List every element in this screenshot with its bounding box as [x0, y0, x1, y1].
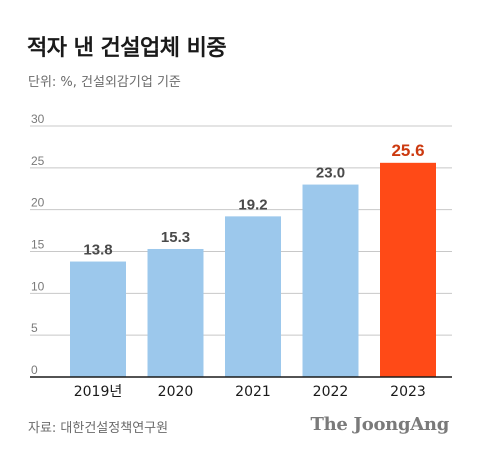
- x-tick-label: 2021: [235, 384, 271, 400]
- y-tick-label: 5: [31, 321, 38, 335]
- x-tick-label: 2022: [313, 384, 349, 400]
- bar: [147, 248, 204, 377]
- y-tick-label: 30: [31, 112, 45, 126]
- y-tick-label: 10: [31, 279, 45, 293]
- source-note: 자료: 대한건설정책연구원: [28, 421, 169, 436]
- unit-note: 단위: %, 건설외감기업 기준: [28, 75, 181, 90]
- y-tick-label: 25: [31, 154, 45, 168]
- bar-value-label: 25.6: [391, 141, 424, 160]
- bar-value-label: 15.3: [161, 229, 190, 246]
- bar: [380, 162, 436, 377]
- bar: [225, 216, 281, 377]
- x-tick-label: 2023: [390, 384, 426, 400]
- brand-logo: The JoongAng: [310, 414, 450, 435]
- bar: [70, 261, 126, 377]
- bar: [302, 184, 359, 377]
- bar-value-label: 19.2: [238, 196, 267, 213]
- bar-value-label: 23.0: [316, 165, 345, 182]
- bar-value-label: 13.8: [83, 242, 112, 259]
- y-tick-label: 20: [31, 196, 45, 210]
- x-tick-label: 2019년: [74, 384, 123, 400]
- y-tick-label: 0: [31, 363, 38, 377]
- x-tick-label: 2020: [158, 384, 194, 400]
- chart-title: 적자 낸 건설업체 비중: [27, 36, 227, 61]
- y-tick-label: 15: [31, 238, 45, 252]
